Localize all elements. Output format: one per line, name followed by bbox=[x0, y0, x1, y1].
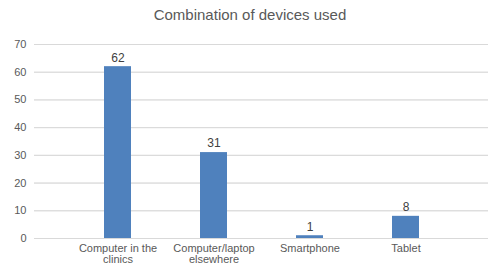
svg-text:0: 0 bbox=[20, 232, 26, 244]
svg-text:70: 70 bbox=[14, 38, 26, 50]
svg-text:60: 60 bbox=[14, 66, 26, 78]
svg-text:Computer in theclinics: Computer in theclinics bbox=[79, 242, 157, 265]
svg-text:31: 31 bbox=[207, 136, 221, 150]
svg-text:8: 8 bbox=[403, 200, 410, 214]
html-text:Combination of devices used: Combination of devices used bbox=[153, 6, 347, 23]
svg-text:50: 50 bbox=[14, 93, 26, 105]
svg-text:10: 10 bbox=[14, 204, 26, 216]
svg-text:Smartphone: Smartphone bbox=[280, 242, 340, 254]
svg-text:30: 30 bbox=[14, 149, 26, 161]
svg-text:Computer/laptopelsewhere: Computer/laptopelsewhere bbox=[173, 242, 254, 265]
svg-text:62: 62 bbox=[111, 51, 125, 65]
svg-text:Tablet: Tablet bbox=[391, 242, 420, 254]
svg-text:20: 20 bbox=[14, 177, 26, 189]
svg-text:40: 40 bbox=[14, 121, 26, 133]
svg-text:1: 1 bbox=[307, 220, 314, 234]
